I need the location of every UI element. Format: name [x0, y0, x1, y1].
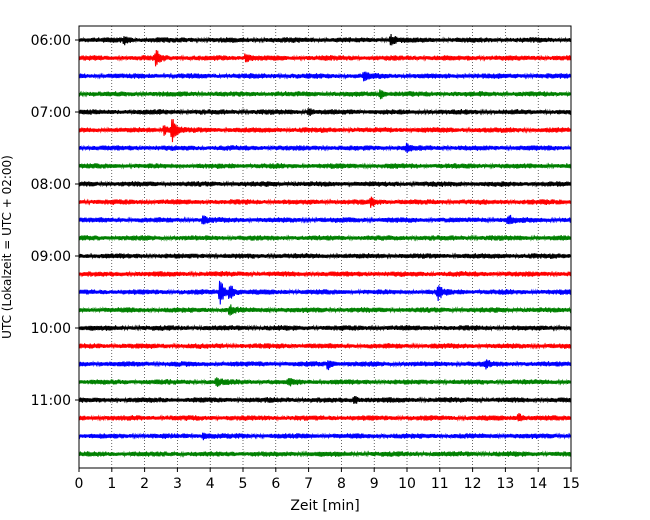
- x-tick-label: 14: [529, 476, 547, 492]
- seismic-trace: [78, 119, 572, 143]
- seismic-traces: [78, 33, 572, 458]
- x-axis-ticks: 0 1 2 3 4 5 6 7 8 9 10 11 12 13 14 15: [75, 468, 580, 492]
- x-tick-label: 9: [370, 476, 379, 492]
- x-tick-label: 2: [140, 476, 149, 492]
- y-tick-label: 07:00: [31, 105, 71, 121]
- x-tick-label: 7: [304, 476, 313, 492]
- seismic-trace: [78, 359, 572, 371]
- y-axis-label: UTC (Lokalzeit = UTC + 02:00): [0, 155, 14, 339]
- seismic-trace: [78, 49, 572, 67]
- seismic-trace: [78, 304, 572, 316]
- y-tick-label: 09:00: [31, 249, 71, 265]
- x-tick-label: 10: [398, 476, 416, 492]
- seismic-trace: [78, 162, 572, 170]
- y-tick-label: 10:00: [31, 321, 71, 337]
- seismic-trace: [78, 33, 572, 46]
- seismic-trace: [78, 214, 572, 225]
- x-tick-label: 12: [464, 476, 482, 492]
- x-tick-label: 6: [271, 476, 280, 492]
- seismic-trace: [78, 252, 572, 260]
- seismic-trace: [78, 270, 572, 278]
- seismic-trace: [78, 450, 572, 458]
- seismic-trace: [78, 142, 572, 154]
- seismic-trace: [78, 196, 572, 208]
- seismic-trace: [78, 234, 572, 242]
- seismic-trace: [78, 395, 572, 404]
- seismic-trace: [78, 89, 572, 100]
- y-tick-label: 11:00: [31, 393, 71, 409]
- seismic-trace: [78, 71, 572, 82]
- x-tick-label: 13: [496, 476, 514, 492]
- seismic-trace: [78, 413, 572, 422]
- y-tick-label: 08:00: [31, 177, 71, 193]
- seismic-trace: [78, 342, 572, 350]
- plot-frame: [78, 25, 572, 469]
- x-axis-label: Zeit [min]: [290, 498, 359, 514]
- seismic-trace: [78, 280, 572, 305]
- x-tick-label: 5: [239, 476, 248, 492]
- seismic-trace: [78, 377, 572, 387]
- x-tick-label: 11: [431, 476, 449, 492]
- x-tick-label: 0: [75, 476, 84, 492]
- seismic-trace: [78, 432, 572, 441]
- seismic-trace: [78, 180, 572, 188]
- y-tick-label: 06:00: [31, 33, 71, 49]
- seismic-trace: [78, 324, 572, 332]
- x-tick-label: 4: [206, 476, 215, 492]
- x-tick-label: 1: [107, 476, 116, 492]
- x-tick-label: 8: [337, 476, 346, 492]
- y-axis-ticks: 06:00 07:00 08:00 09:00 10:00 11:00: [31, 33, 79, 409]
- x-tick-label: 15: [562, 476, 580, 492]
- seismic-trace: [78, 108, 572, 116]
- x-tick-label: 3: [173, 476, 182, 492]
